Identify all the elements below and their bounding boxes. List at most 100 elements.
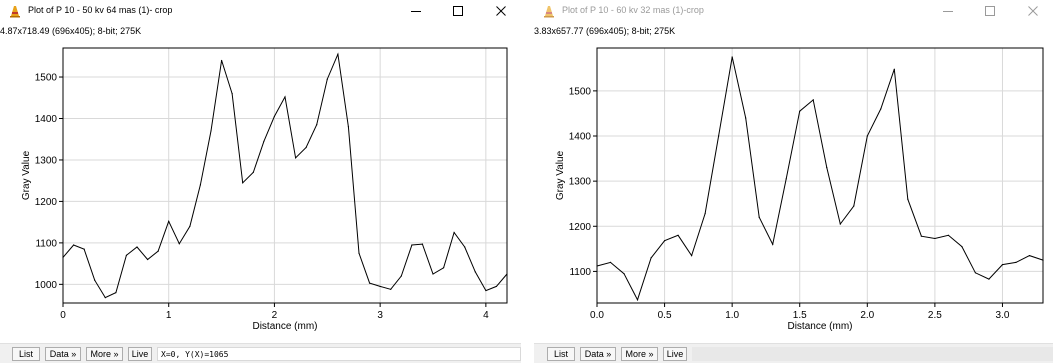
y-tick-label: 1000: [35, 280, 58, 291]
data-point: [988, 278, 990, 280]
profile-line: [62, 52, 508, 299]
close-button[interactable]: [1015, 0, 1051, 22]
data-point: [636, 299, 639, 301]
y-tick-label: 1400: [569, 132, 592, 143]
close-button[interactable]: [483, 0, 519, 22]
coordinate-readout: X=0, Y(X)=1065: [157, 347, 521, 361]
profile-plot[interactable]: 0 1 2 3 4 1000 1100 1200 1300 1400 1500 Distance (m…: [0, 37, 521, 343]
data-point: [853, 205, 855, 207]
data-button[interactable]: Data »: [45, 347, 81, 361]
x-tick-label: 0.5: [658, 310, 672, 321]
data-point: [718, 135, 720, 137]
maximize-icon: [985, 6, 995, 16]
imagej-icon: [544, 6, 554, 18]
data-point: [305, 146, 307, 149]
data-point: [934, 237, 936, 240]
x-tick-label: 4: [483, 310, 489, 321]
data-point: [273, 115, 276, 118]
live-button[interactable]: Live: [663, 347, 687, 361]
data-point: [1015, 261, 1017, 263]
data-point: [316, 124, 318, 126]
data-point: [189, 225, 191, 227]
data-point: [947, 234, 949, 236]
data-point: [400, 275, 402, 277]
window-title: Plot of P 10 - 60 kv 32 mas (1)-crop: [562, 5, 704, 15]
y-tick-label: 1400: [35, 114, 58, 125]
window-title: Plot of P 10 - 50 kv 64 mas (1)- crop: [28, 5, 173, 15]
minimize-button[interactable]: [930, 0, 966, 22]
data-point: [464, 246, 466, 248]
data-point: [252, 171, 254, 173]
data-point: [974, 272, 977, 274]
list-button[interactable]: List: [12, 347, 40, 361]
data-button[interactable]: Data »: [580, 347, 616, 361]
image-info: 4.87x718.49 (696x405); 8-bit; 275K: [0, 26, 142, 36]
minimize-icon: [943, 11, 953, 12]
data-point: [199, 184, 202, 186]
data-point: [812, 99, 814, 101]
data-point: [731, 56, 733, 58]
y-axis-label: Gray Value: [555, 150, 566, 200]
more-button[interactable]: More »: [86, 347, 123, 361]
plot-frame: [596, 47, 1044, 304]
data-point: [136, 246, 138, 248]
data-point: [337, 53, 339, 55]
y-tick-label: 1200: [35, 197, 58, 208]
data-point: [677, 234, 679, 236]
data-point: [920, 235, 922, 237]
data-point: [220, 59, 223, 62]
data-point: [772, 243, 774, 245]
plot-panel[interactable]: 0.0 0.5 1.0 1.5 2.0 2.5 3.0 1100 1200 1300 1400 150…: [534, 37, 1053, 343]
data-point: [907, 198, 909, 200]
window-gap: [521, 0, 534, 363]
y-tick-label: 1100: [569, 267, 591, 278]
data-point: [758, 216, 760, 218]
plot-window-left: Plot of P 10 - 50 kv 64 mas (1)- crop 4.…: [0, 0, 521, 363]
imagej-icon: [10, 6, 20, 18]
data-point: [168, 220, 170, 222]
y-tick-label: 1500: [569, 86, 592, 97]
data-point: [294, 157, 297, 159]
data-point: [839, 223, 841, 225]
data-point: [83, 248, 85, 250]
y-tick-label: 1200: [569, 222, 592, 233]
data-point: [442, 267, 445, 269]
data-point: [263, 140, 265, 142]
title-bar[interactable]: Plot of P 10 - 50 kv 64 mas (1)- crop: [0, 0, 521, 22]
minimize-button[interactable]: [398, 0, 434, 22]
more-button[interactable]: More »: [621, 347, 658, 361]
coordinate-readout: [692, 347, 1053, 361]
maximize-button[interactable]: [440, 0, 476, 22]
data-point: [485, 289, 487, 292]
data-point: [390, 288, 392, 290]
data-point: [623, 273, 625, 275]
minimize-icon: [411, 11, 421, 12]
data-point: [691, 255, 693, 257]
live-button[interactable]: Live: [128, 347, 152, 361]
data-point: [893, 68, 895, 70]
data-point: [210, 130, 212, 132]
x-tick-label: 0.0: [590, 310, 604, 321]
list-button[interactable]: List: [547, 347, 575, 361]
plot-frame: [62, 47, 508, 304]
maximize-icon: [453, 6, 463, 16]
title-bar[interactable]: Plot of P 10 - 60 kv 32 mas (1)-crop: [534, 0, 1053, 22]
data-point: [326, 78, 328, 80]
data-point: [94, 279, 96, 281]
profile-plot[interactable]: 0.0 0.5 1.0 1.5 2.0 2.5 3.0 1100 1200 1300 1400 150…: [534, 37, 1053, 343]
maximize-button[interactable]: [972, 0, 1008, 22]
y-tick-label: 1100: [35, 238, 57, 249]
close-icon: [496, 6, 506, 16]
plot-toolbar: List Data » More » Live X=0, Y(X)=1065: [0, 343, 521, 363]
data-point: [347, 126, 350, 128]
data-point: [866, 135, 868, 137]
data-point: [421, 243, 424, 245]
close-icon: [1028, 6, 1038, 16]
data-point: [379, 285, 381, 288]
data-point: [495, 285, 498, 288]
data-point: [1001, 264, 1004, 266]
data-point: [650, 257, 652, 259]
plot-panel[interactable]: 0 1 2 3 4 1000 1100 1200 1300 1400 1500 Distance (m…: [0, 37, 521, 343]
x-tick-label: 2: [272, 310, 278, 321]
y-tick-label: 1300: [569, 177, 592, 188]
